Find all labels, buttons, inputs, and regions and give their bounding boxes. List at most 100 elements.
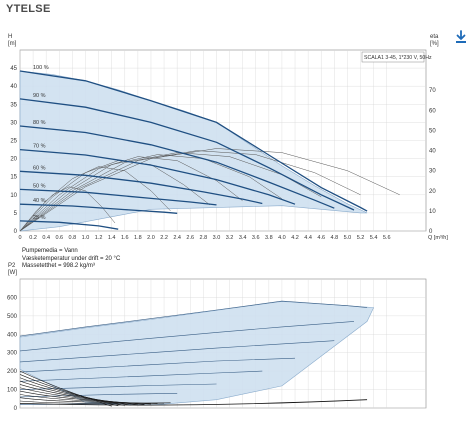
y-axis-label: P2 — [8, 263, 16, 269]
x-tick-label: 3.0 — [213, 235, 221, 241]
x-tick-label: 2.6 — [186, 235, 194, 241]
y-axis-unit: [W] — [8, 270, 17, 276]
speed-curve-label: 40 % — [33, 198, 46, 204]
speed-curve — [19, 203, 178, 214]
x-tick-label: 4.0 — [278, 235, 286, 241]
media-line: Pumpemedia = Vann — [22, 248, 78, 254]
efficiency-curve — [19, 166, 171, 232]
x-axis-label: Q [m³/h] — [428, 235, 448, 241]
speed-curve-label: 50 % — [33, 183, 46, 189]
y-tick-label: 35 — [10, 102, 17, 108]
pump-label-box — [361, 51, 425, 63]
y-tick-label: 0 — [14, 229, 18, 235]
x-tick-label: 1.0 — [82, 235, 90, 241]
y2-tick-label: 70 — [429, 88, 436, 94]
y2-axis-unit: [%] — [430, 41, 439, 47]
page-title: YTELSE — [6, 3, 51, 15]
x-tick-label: 0.4 — [42, 235, 50, 241]
speed-curve — [19, 220, 119, 230]
y-tick-label: 100 — [7, 388, 18, 394]
y-tick-label: 15 — [10, 175, 17, 181]
x-tick-label: 5.6 — [383, 235, 391, 241]
y-tick-label: 5 — [14, 211, 18, 217]
download-icon[interactable] — [454, 30, 468, 44]
efficiency-curve — [19, 150, 361, 232]
y-tick-label: 400 — [7, 332, 18, 338]
speed-curve-label: 90 % — [33, 93, 46, 99]
x-tick-label: 2.4 — [173, 235, 181, 241]
media-info: Pumpemedia = Vann Væsketemperatur under … — [22, 248, 120, 271]
y2-axis-label: eta — [430, 34, 439, 40]
y-tick-label: 45 — [10, 66, 17, 72]
x-tick-label: 3.2 — [226, 235, 234, 241]
x-tick-label: 2.0 — [147, 235, 155, 241]
x-tick-label: 0.8 — [69, 235, 77, 241]
x-tick-label: 0.6 — [55, 235, 63, 241]
y2-tick-label: 40 — [429, 149, 436, 155]
speed-curve-label: 25 % — [33, 215, 46, 221]
x-tick-label: 3.4 — [239, 235, 247, 241]
density-line: Massetetthet = 998.2 kg/m³ — [22, 263, 95, 269]
x-tick-label: 1.4 — [108, 235, 116, 241]
x-tick-label: 1.6 — [121, 235, 129, 241]
x-tick-label: 4.8 — [330, 235, 338, 241]
x-tick-label: 4.2 — [291, 235, 299, 241]
y-tick-label: 600 — [7, 295, 18, 301]
power-curve-low — [19, 400, 171, 404]
y-tick-label: 0 — [14, 406, 18, 412]
efficiency-curve — [19, 186, 116, 232]
x-tick-label: 4.6 — [317, 235, 325, 241]
speed-curve — [19, 148, 296, 205]
x-tick-label: 4.4 — [304, 235, 312, 241]
x-tick-label: 2.2 — [160, 235, 168, 241]
y2-tick-label: 30 — [429, 169, 436, 175]
speed-curve-label: 80 % — [33, 120, 46, 126]
y2-tick-label: 0 — [429, 229, 433, 235]
y-tick-label: 10 — [10, 193, 17, 199]
y-axis-unit: [m] — [8, 41, 17, 47]
speed-curve — [19, 170, 263, 205]
power-curve — [19, 300, 368, 337]
y-tick-label: 300 — [7, 351, 18, 357]
y2-tick-label: 60 — [429, 108, 436, 114]
x-tick-label: 0 — [18, 235, 21, 241]
power-curve-low — [19, 370, 112, 407]
pump-label: SCALA1 3-45, 1*230 V, 50Hz — [364, 55, 432, 61]
speed-curve-label: 60 % — [33, 165, 46, 171]
power-curve — [19, 321, 355, 352]
y-axis-label: H — [8, 34, 12, 40]
speed-curve — [19, 188, 217, 206]
power-curve — [19, 340, 335, 363]
speed-curve — [19, 98, 355, 211]
temperature-line: Væsketemperatur under drift = 20 °C — [22, 255, 121, 262]
power-curve — [19, 370, 263, 382]
power-curve-min — [19, 399, 368, 406]
speed-curve-label: 100 % — [33, 65, 49, 71]
y2-tick-label: 50 — [429, 128, 436, 134]
x-tick-label: 3.8 — [265, 235, 273, 241]
y-tick-label: 30 — [10, 120, 17, 126]
y-tick-label: 200 — [7, 369, 18, 375]
x-tick-label: 2.8 — [200, 235, 208, 241]
x-tick-label: 5.4 — [370, 235, 378, 241]
speed-curve — [19, 125, 335, 209]
y-tick-label: 25 — [10, 139, 17, 145]
efficiency-curve — [19, 156, 243, 232]
x-tick-label: 5.0 — [344, 235, 352, 241]
power-curve — [19, 393, 178, 398]
y2-tick-label: 10 — [429, 209, 436, 215]
power-curve — [19, 357, 296, 373]
efficiency-curve — [19, 154, 283, 232]
y2-tick-label: 20 — [429, 189, 436, 195]
x-tick-label: 0.2 — [29, 235, 37, 241]
speed-curve-label: 70 % — [33, 144, 46, 150]
y-tick-label: 20 — [10, 157, 17, 163]
x-tick-label: 5.2 — [357, 235, 365, 241]
y-tick-label: 500 — [7, 314, 18, 320]
x-tick-label: 1.8 — [134, 235, 142, 241]
x-tick-label: 3.6 — [252, 235, 260, 241]
x-tick-label: 1.2 — [95, 235, 103, 241]
efficiency-curve — [19, 148, 400, 232]
y-tick-label: 40 — [10, 84, 17, 90]
